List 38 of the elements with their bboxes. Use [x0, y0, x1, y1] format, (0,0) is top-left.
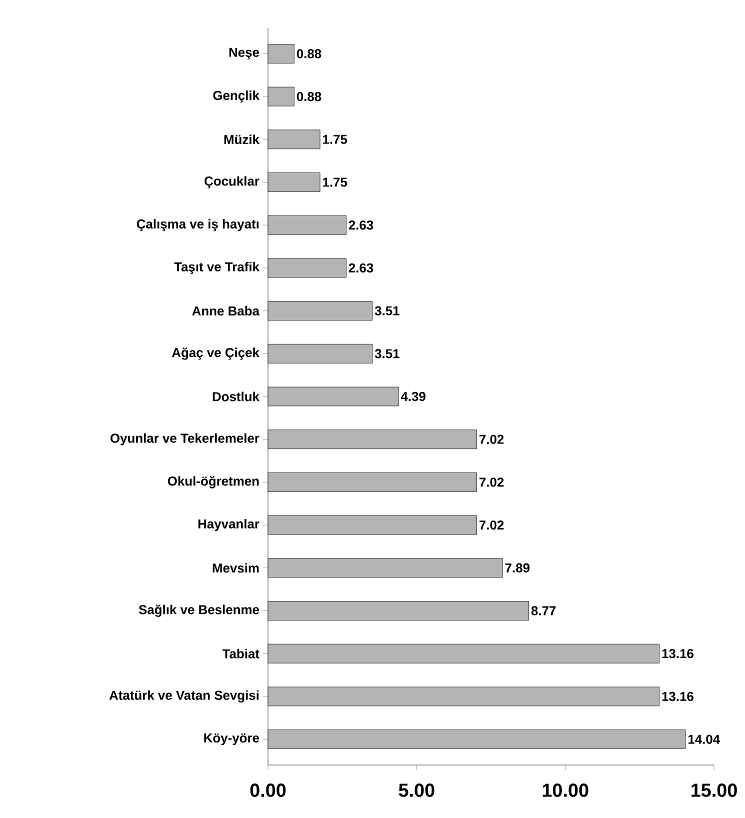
- data-label: 3.51: [374, 306, 400, 316]
- x-tick-label: 5.00: [398, 784, 434, 797]
- y-tick-label: Oyunlar ve Tekerlemeler: [110, 433, 260, 446]
- x-tick-label: 0.00: [250, 784, 286, 797]
- y-tick-label: Köy-yöre: [204, 733, 260, 746]
- data-label: 0.88: [296, 92, 322, 102]
- y-tick-label: Anne Baba: [192, 306, 260, 316]
- x-tick-label: 10.00: [542, 784, 588, 797]
- y-tick-label: Müzik: [224, 134, 260, 144]
- data-label: 7.02: [479, 520, 504, 530]
- data-label: 1.75: [323, 134, 348, 144]
- data-label: 7.89: [505, 563, 530, 572]
- data-label: 4.39: [400, 392, 426, 402]
- data-label: 2.63: [348, 220, 374, 230]
- data-label: 7.02: [479, 434, 504, 444]
- data-label: 1.75: [323, 178, 348, 187]
- data-label: 8.77: [531, 606, 556, 616]
- data-label: 3.51: [374, 349, 400, 358]
- data-label: 14.04: [688, 734, 720, 744]
- y-tick-label: Dostluk: [212, 392, 260, 402]
- data-label: 13.16: [662, 692, 694, 702]
- y-tick-label: Tabiat: [222, 648, 260, 658]
- y-tick-label: Atatürk ve Vatan Sevgisi: [109, 690, 259, 703]
- y-tick-label: Neşe: [229, 48, 260, 60]
- data-label: 2.63: [348, 263, 374, 273]
- y-tick-label: Mevsim: [212, 563, 259, 573]
- y-tick-label: Taşıt ve Trafik: [174, 262, 260, 274]
- y-tick-label: Ağaç ve Çiçek: [172, 348, 260, 360]
- data-label: 7.02: [479, 478, 504, 487]
- y-tick-label: Sağlık ve Beslenme: [138, 604, 260, 617]
- x-tick-label: 15.00: [692, 784, 737, 797]
- data-label: 0.88: [296, 49, 322, 58]
- y-tick-label: Okul-öğretmen: [168, 476, 259, 488]
- y-tick-label: Çocuklar: [204, 176, 260, 188]
- data-label: 13.16: [662, 648, 694, 658]
- y-tick-label: Hayvanlar: [198, 519, 260, 532]
- y-tick-label: Gençlik: [213, 90, 260, 103]
- y-tick-label: Çalışma ve iş hayatı: [136, 219, 259, 232]
